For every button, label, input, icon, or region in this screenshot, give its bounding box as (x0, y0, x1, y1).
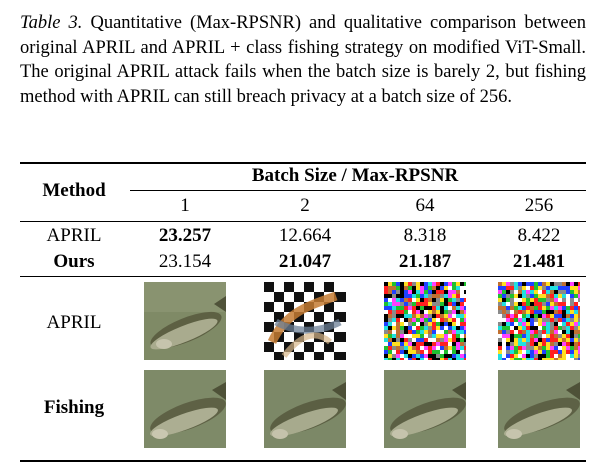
table-caption: Table 3. Quantitative (Max-RPSNR) and qu… (20, 11, 586, 109)
group-header-rule (130, 190, 586, 191)
header-rule (20, 221, 586, 222)
april-value-bs256: 8.422 (517, 225, 561, 246)
ours-value-bs1: 23.154 (158, 251, 212, 272)
caption-text: Quantitative (Max-RPSNR) and qualitative… (20, 13, 586, 107)
april-reconstruction-bs256 (498, 282, 580, 360)
batch-size-header-2: 2 (300, 195, 310, 216)
fish-reconstruction-image (144, 282, 226, 360)
april-reconstruction-bs1 (144, 282, 226, 360)
top-rule (20, 162, 586, 164)
results-table: Method Batch Size / Max-RPSNR 1 2 64 256… (20, 162, 586, 462)
checkerboard-reconstruction-image (264, 282, 346, 360)
bottom-rule (20, 460, 586, 462)
fishing-reconstruction-bs64 (384, 370, 466, 448)
fishing-reconstruction-bs2 (264, 370, 346, 448)
april-value-bs1: 23.257 (158, 225, 212, 246)
april-value-bs2: 12.664 (278, 225, 332, 246)
fish-reconstruction-image (498, 370, 580, 448)
april-reconstruction-bs2 (264, 282, 346, 360)
fish-reconstruction-image (264, 370, 346, 448)
fishing-reconstruction-bs256 (498, 370, 580, 448)
group-header: Batch Size / Max-RPSNR (251, 165, 459, 186)
method-header: Method (42, 180, 106, 201)
noise-reconstruction-image (498, 282, 580, 360)
image-row-method-april: APRIL (46, 312, 102, 333)
metrics-bottom-rule (20, 276, 586, 277)
ours-value-bs256: 21.481 (512, 251, 566, 272)
caption-label: Table 3. (20, 13, 83, 33)
fishing-reconstruction-bs1 (144, 370, 226, 448)
row-method-ours: Ours (53, 251, 95, 272)
fish-reconstruction-image (144, 370, 226, 448)
row-method-april: APRIL (46, 225, 102, 246)
april-value-bs64: 8.318 (403, 225, 447, 246)
ours-value-bs2: 21.047 (278, 251, 332, 272)
batch-size-header-64: 64 (415, 195, 435, 216)
fish-reconstruction-image (384, 370, 466, 448)
noise-reconstruction-image (384, 282, 466, 360)
ours-value-bs64: 21.187 (398, 251, 452, 272)
image-row-method-fishing: Fishing (43, 397, 105, 418)
batch-size-header-1: 1 (180, 195, 190, 216)
april-reconstruction-bs64 (384, 282, 466, 360)
batch-size-header-256: 256 (524, 195, 554, 216)
